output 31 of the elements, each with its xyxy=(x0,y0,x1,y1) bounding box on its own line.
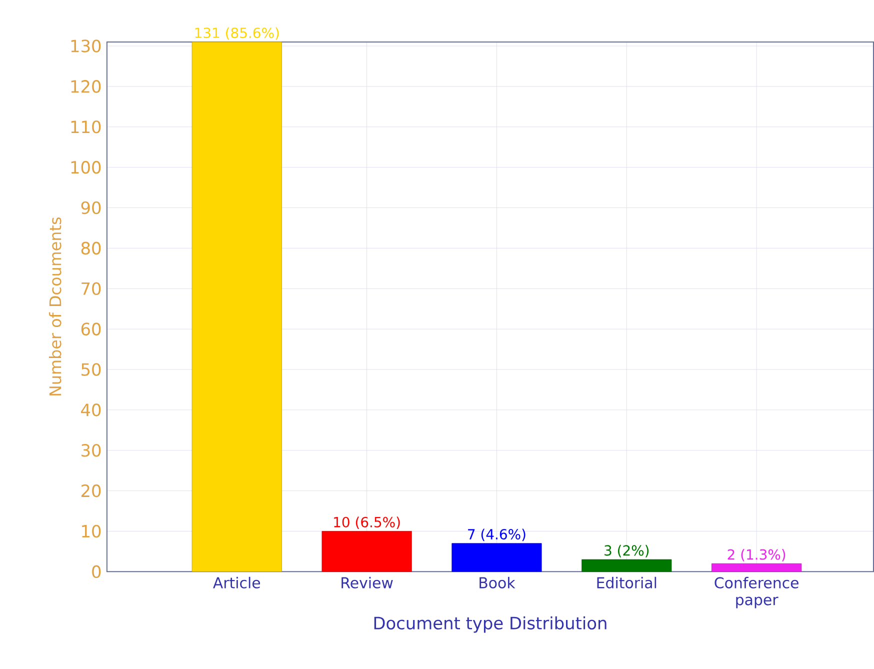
x-tick-label: Review xyxy=(342,577,393,589)
y-tick-label: 30 xyxy=(82,444,101,457)
x-tick-label: Editorial xyxy=(597,577,656,589)
y-tick-label: 90 xyxy=(81,202,101,214)
x-axis-title: Document type Distribution xyxy=(374,616,606,633)
data-label: 10 (6.5%) xyxy=(334,516,400,530)
y-tick-label: 110 xyxy=(71,120,101,134)
y-tick-label: 60 xyxy=(81,322,101,336)
y-tick-label: 70 xyxy=(82,282,101,296)
data-label: 2 (1.3%) xyxy=(728,549,786,562)
y-tick-label: 40 xyxy=(81,404,101,417)
data-label: 7 (4.6%) xyxy=(468,528,526,542)
y-tick-label: 50 xyxy=(82,363,101,376)
y-tick-label: 0 xyxy=(92,565,101,578)
y-tick-label: 10 xyxy=(82,525,101,538)
bar xyxy=(712,564,802,572)
bar xyxy=(582,560,672,572)
y-tick-label: 80 xyxy=(81,242,101,255)
x-tick-label: Conference paper xyxy=(714,577,798,608)
x-tick-label: Article xyxy=(213,577,260,589)
x-tick-label: Book xyxy=(480,577,516,589)
bar xyxy=(192,42,282,572)
y-axis-title: Number of Dcouments xyxy=(48,218,62,396)
data-label: 131 (85.6%) xyxy=(195,28,279,40)
bar xyxy=(452,543,542,572)
y-tick-label: 20 xyxy=(81,484,101,498)
y-tick-label: 100 xyxy=(71,161,101,174)
y-tick-label: 120 xyxy=(71,80,101,94)
bar xyxy=(322,531,412,572)
y-tick-label: 130 xyxy=(71,40,101,53)
data-label: 3 (2%) xyxy=(604,545,649,558)
